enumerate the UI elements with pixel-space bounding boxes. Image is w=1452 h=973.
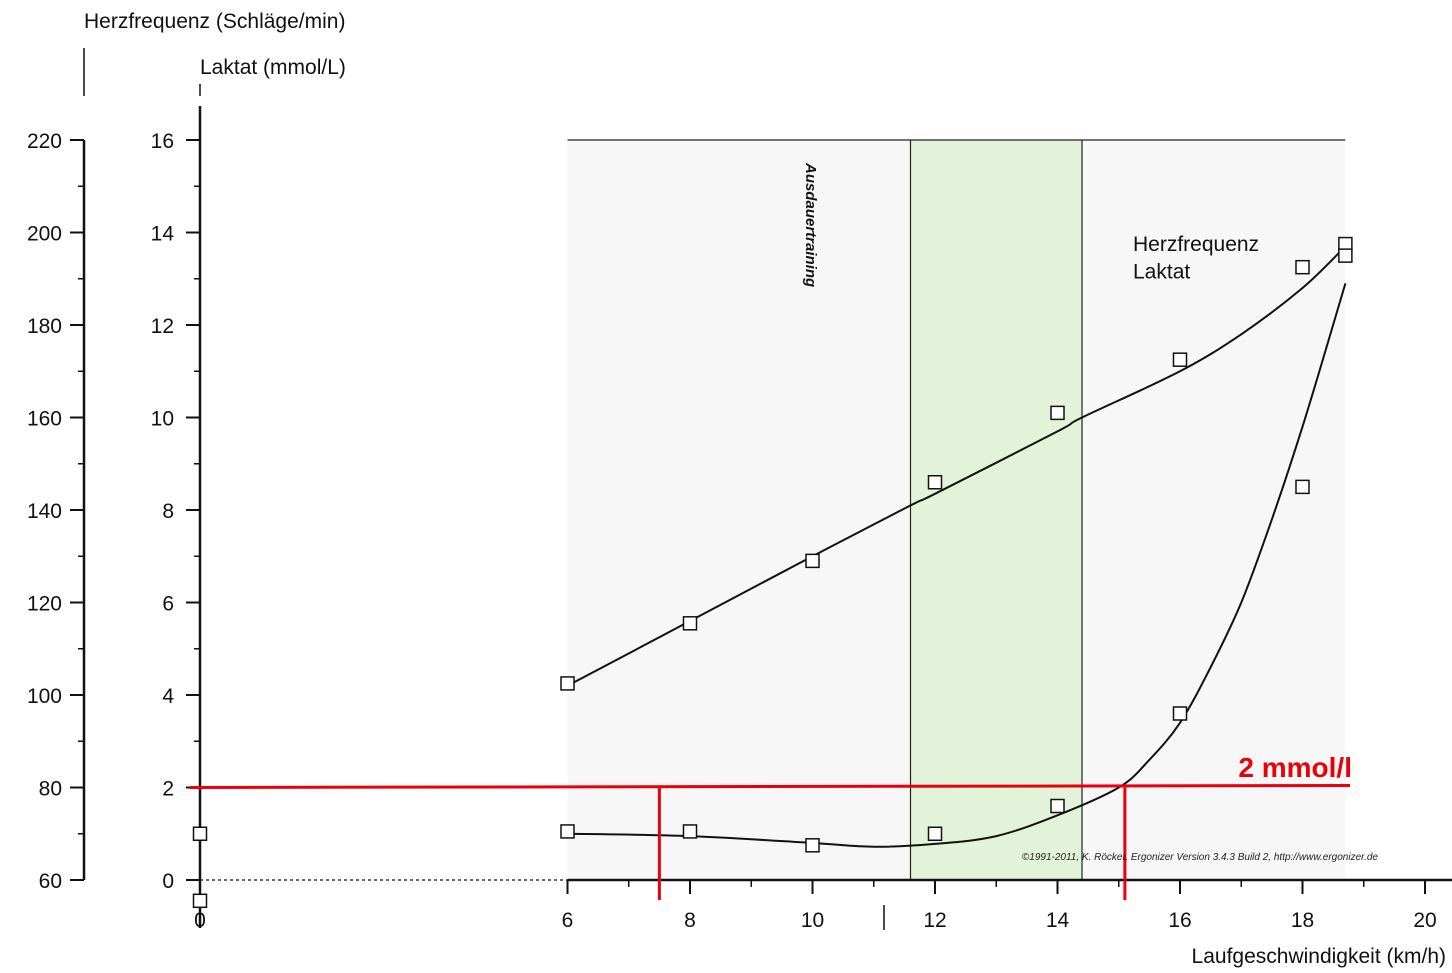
x-tick-label: 0 xyxy=(194,909,206,932)
lactate-axis-title: Laktat (mmol/L) xyxy=(200,56,346,79)
lactate-point xyxy=(1172,706,1188,721)
lactate-point xyxy=(1295,479,1310,495)
x-tick-label: 16 xyxy=(1168,909,1191,932)
x-tick-label: 6 xyxy=(562,909,574,932)
lactate-tick-label: 8 xyxy=(162,500,174,523)
lactate-point xyxy=(560,824,575,839)
lactate-point xyxy=(192,893,208,909)
heart-rate-point xyxy=(805,553,820,569)
heart-rate-point xyxy=(1295,259,1310,275)
lactate-point xyxy=(805,838,820,853)
x-tick-label: 12 xyxy=(923,909,946,932)
series-layer: Herzfrequenz Laktat xyxy=(192,233,1353,909)
hr-tick-label: 180 xyxy=(27,315,62,338)
lactate-tick-label: 4 xyxy=(162,685,174,708)
copyright-text: ©1991-2011, K. Röcker, Ergonizer Version… xyxy=(1022,852,1379,863)
heart-rate-point xyxy=(1050,405,1065,421)
lactate-tick-label: 14 xyxy=(151,223,175,246)
hr-tick-label: 140 xyxy=(27,500,62,523)
lactate-tick-label: 2 xyxy=(162,778,174,801)
heart-rate-point xyxy=(927,475,943,490)
threshold-line xyxy=(189,784,1351,789)
x-tick-label: 20 xyxy=(1413,909,1436,932)
hr-tick-label: 200 xyxy=(27,223,62,246)
heart-rate-point xyxy=(1172,352,1188,367)
threshold-label: 2 mmol/l xyxy=(1238,752,1352,783)
lactate-point xyxy=(1050,798,1065,814)
lactate-point xyxy=(927,826,943,841)
x-tick-label: 10 xyxy=(801,909,824,932)
heart-rate-series-label: Herzfrequenz xyxy=(1133,233,1259,256)
annotation-layer xyxy=(189,784,1351,900)
x-tick-label: 14 xyxy=(1046,909,1070,932)
lactate-point xyxy=(1338,248,1353,263)
hr-tick-label: 100 xyxy=(27,685,62,708)
lactate-point xyxy=(682,824,698,839)
training-zone-label: Ausdauertraining xyxy=(802,162,819,287)
lactate-tick-label: 12 xyxy=(151,315,174,338)
lactate-tick-label: 10 xyxy=(151,408,174,431)
hr-tick-label: 120 xyxy=(27,593,62,616)
lactate-series-label: Laktat xyxy=(1133,261,1190,284)
heart-rate-curve xyxy=(567,245,1347,687)
hr-tick-label: 160 xyxy=(27,408,62,431)
hr-tick-label: 60 xyxy=(39,870,62,893)
heart-rate-point xyxy=(560,676,575,691)
lactate-tick-label: 0 xyxy=(162,870,174,893)
lactate-tick-label: 6 xyxy=(162,593,174,616)
training-zone-band xyxy=(910,140,1082,880)
x-tick-label: 18 xyxy=(1291,909,1314,932)
chart-background-layer xyxy=(567,139,1346,880)
hr-tick-label: 80 xyxy=(39,778,62,801)
hr-tick-label: 220 xyxy=(27,130,62,153)
lactate-point xyxy=(192,826,208,841)
x-axis-title: Laufgeschwindigkeit (km/h) xyxy=(1192,945,1446,968)
heart-rate-point xyxy=(682,616,698,631)
x-tick-label: 8 xyxy=(684,909,696,932)
hr-axis-title: Herzfrequenz (Schläge/min) xyxy=(84,10,345,33)
lactate-tick-label: 16 xyxy=(151,130,174,153)
